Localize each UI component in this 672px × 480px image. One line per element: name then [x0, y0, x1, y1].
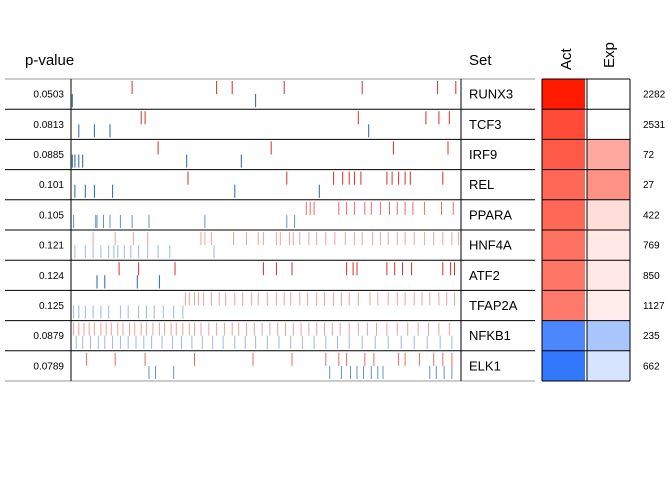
- set-label: IRF9: [469, 147, 497, 162]
- row-ppara: 0.105 PPARA 422: [39, 199, 660, 230]
- row-runx3: 0.0503 RUNX3 2282: [33, 79, 666, 110]
- pvalue-label: 0.0885: [33, 150, 64, 161]
- act-cell: [542, 79, 585, 110]
- set-label: TFAP2A: [469, 298, 518, 313]
- set-label: NFKB1: [469, 328, 511, 343]
- row-tfap2a: 0.125 TFAP2A 1127: [39, 290, 665, 321]
- exp-cell: [587, 199, 630, 230]
- exp-cell: [587, 79, 630, 110]
- set-label: ELK1: [469, 358, 501, 373]
- set-label: ATF2: [469, 268, 500, 283]
- count-label: 2282: [643, 90, 666, 101]
- header-act: Act: [558, 47, 575, 70]
- exp-cell: [587, 139, 630, 170]
- row-atf2: 0.124 ATF2 850: [39, 260, 660, 291]
- set-label: HNF4A: [469, 238, 512, 253]
- pvalue-label: 0.0879: [33, 331, 64, 342]
- count-label: 72: [643, 150, 655, 161]
- exp-cell: [587, 290, 630, 321]
- header-pvalue: p-value: [25, 52, 74, 69]
- row-irf9: 0.0885 IRF9 72: [33, 139, 655, 170]
- pvalue-label: 0.0503: [33, 90, 64, 101]
- row-rel: 0.101 REL 27: [39, 169, 655, 200]
- exp-cell: [587, 260, 630, 291]
- set-label: TCF3: [469, 117, 502, 132]
- row-nfkb1: 0.0879 NFKB1 235: [33, 320, 660, 351]
- count-label: 422: [643, 210, 660, 221]
- act-cell: [542, 320, 585, 351]
- pvalue-label: 0.101: [39, 180, 64, 191]
- exp-cell: [587, 320, 630, 351]
- exp-cell: [587, 230, 630, 261]
- count-label: 2531: [643, 120, 666, 131]
- set-label: REL: [469, 177, 494, 192]
- row-hnf4a: 0.121 HNF4A 769: [39, 230, 660, 261]
- count-label: 850: [643, 271, 660, 282]
- count-label: 662: [643, 361, 660, 372]
- pvalue-label: 0.121: [39, 241, 64, 252]
- header-set: Set: [469, 52, 492, 69]
- pvalue-label: 0.0813: [33, 120, 64, 131]
- exp-cell: [587, 109, 630, 140]
- row-tcf3: 0.0813 TCF3 2531: [33, 109, 666, 140]
- exp-cell: [587, 350, 630, 381]
- act-cell: [542, 260, 585, 291]
- pvalue-label: 0.124: [39, 271, 64, 282]
- pvalue-label: 0.0789: [33, 361, 64, 372]
- act-cell: [542, 139, 585, 170]
- count-label: 27: [643, 180, 655, 191]
- row-elk1: 0.0789 ELK1 662: [33, 350, 660, 381]
- pvalue-label: 0.125: [39, 301, 64, 312]
- frame-layer: [5, 78, 631, 382]
- set-label: RUNX3: [469, 87, 513, 102]
- exp-cell: [587, 169, 630, 200]
- count-label: 769: [643, 241, 660, 252]
- header-exp: Exp: [601, 42, 618, 68]
- act-cell: [542, 199, 585, 230]
- count-label: 1127: [643, 301, 665, 312]
- act-cell: [542, 109, 585, 140]
- act-cell: [542, 290, 585, 321]
- set-label: PPARA: [469, 207, 512, 222]
- rows-layer: 0.0503 RUNX3 2282 0.0813 TCF3 2531 0.0885 IRF9 7…: [33, 79, 666, 381]
- act-cell: [542, 169, 585, 200]
- act-cell: [542, 230, 585, 261]
- act-cell: [542, 350, 585, 381]
- count-label: 235: [643, 331, 660, 342]
- pvalue-label: 0.105: [39, 210, 64, 221]
